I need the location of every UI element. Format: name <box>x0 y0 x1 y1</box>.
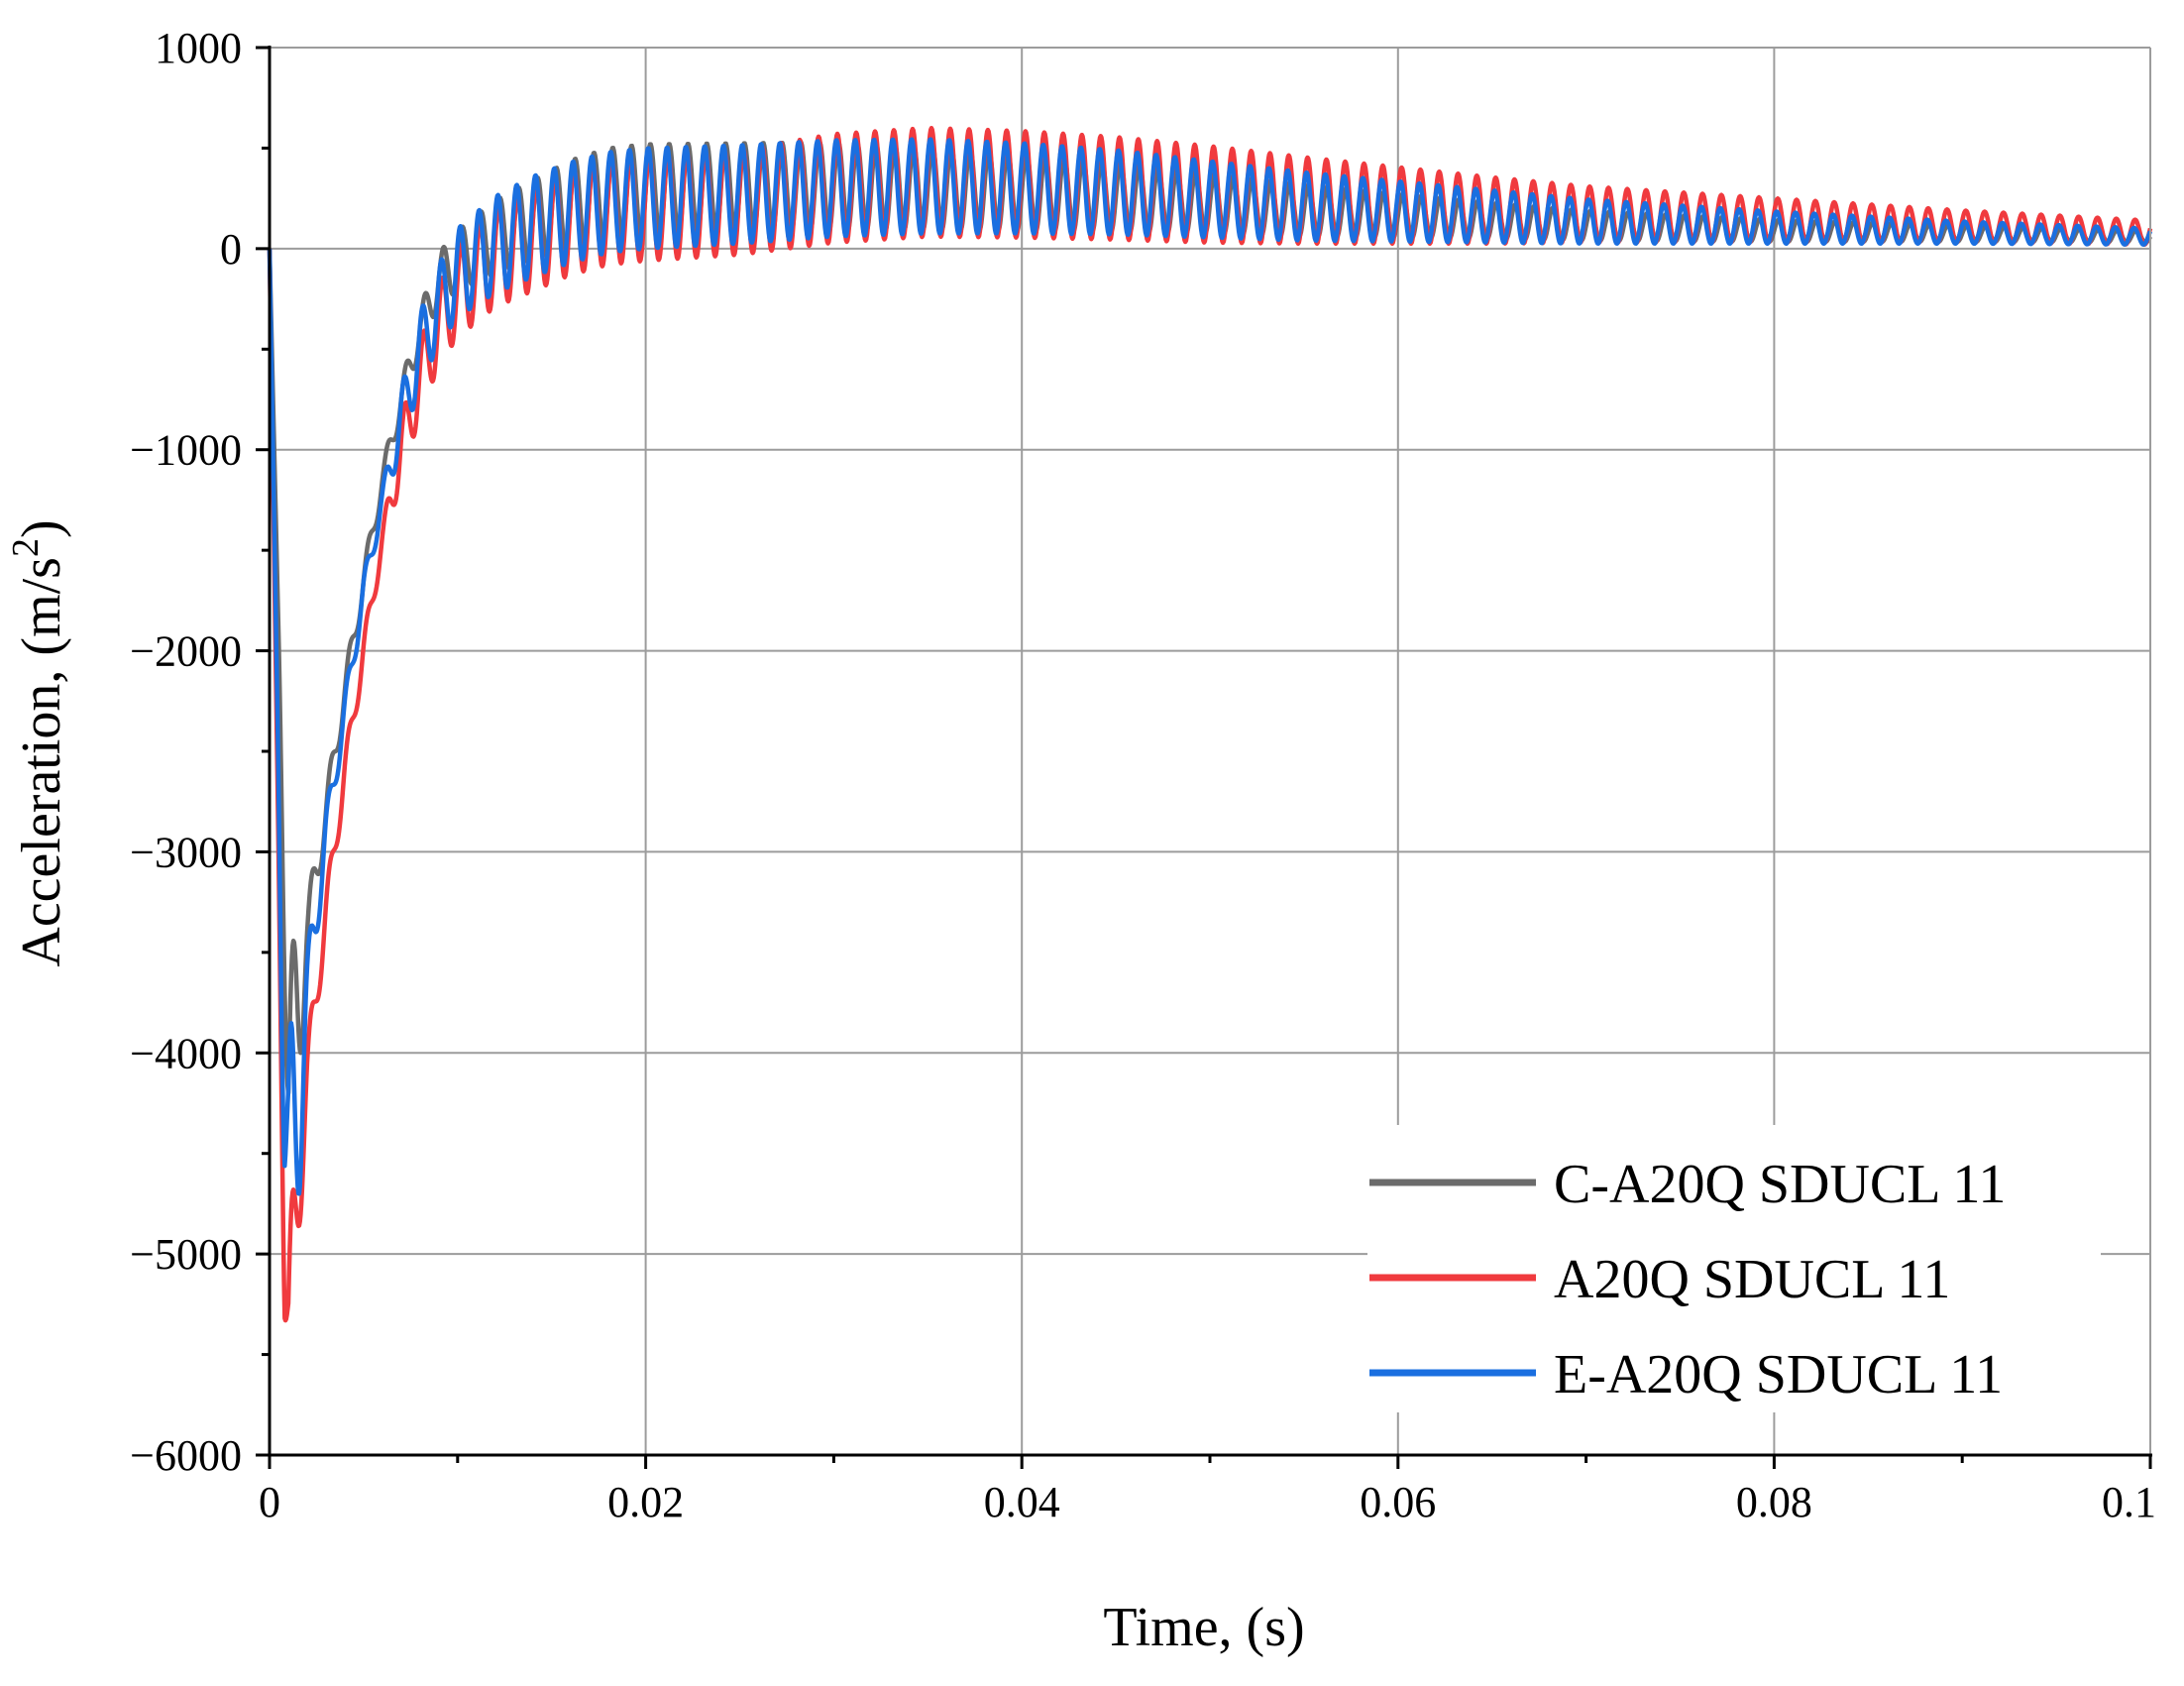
y-axis-title-main: Acceleration, (m/s <box>11 557 72 967</box>
y-tick-label: −3000 <box>130 828 242 876</box>
y-tick-label: −4000 <box>130 1029 242 1077</box>
y-tick-label: −6000 <box>130 1431 242 1480</box>
series-layer <box>267 126 2153 1323</box>
legend-box <box>1367 1125 2101 1412</box>
labels-layer: 1000 0 −1000 −2000 −3000 −4000 −5000 −6000 0 0.02… <box>130 24 2156 1526</box>
y-tick-label: 1000 <box>155 24 242 72</box>
y-axis-title-superscript: 2 <box>5 538 47 557</box>
series-line-3 <box>267 137 2153 1196</box>
legend: C-A20Q SDUCL 11 A20Q SDUCL 11 E-A20Q SDUCL… <box>1367 1125 2101 1412</box>
y-tick-label: −2000 <box>130 627 242 676</box>
y-tick-label: −1000 <box>130 426 242 475</box>
legend-label-2: A20Q SDUCL 11 <box>1554 1249 1950 1310</box>
legend-label-3: E-A20Q SDUCL 11 <box>1554 1344 2003 1405</box>
x-tick-label: 0.04 <box>984 1478 1060 1526</box>
series-line-1 <box>267 140 2153 1096</box>
x-tick-label: 0.06 <box>1360 1478 1436 1526</box>
x-tick-label: 0.08 <box>1736 1478 1812 1526</box>
legend-label-1: C-A20Q SDUCL 11 <box>1554 1154 2006 1215</box>
y-tick-label: −5000 <box>130 1230 242 1279</box>
y-axis-title: Acceleration, (m/s2) <box>5 519 72 966</box>
axes-layer <box>256 46 2152 1469</box>
x-tick-label: 0.02 <box>607 1478 684 1526</box>
y-tick-label: 0 <box>220 225 242 274</box>
x-axis-title: Time, (s) <box>1103 1597 1304 1658</box>
x-tick-label: 0 <box>259 1478 280 1526</box>
x-tick-label: 0.1 <box>2102 1478 2156 1526</box>
y-axis-title-close: ) <box>11 519 72 538</box>
